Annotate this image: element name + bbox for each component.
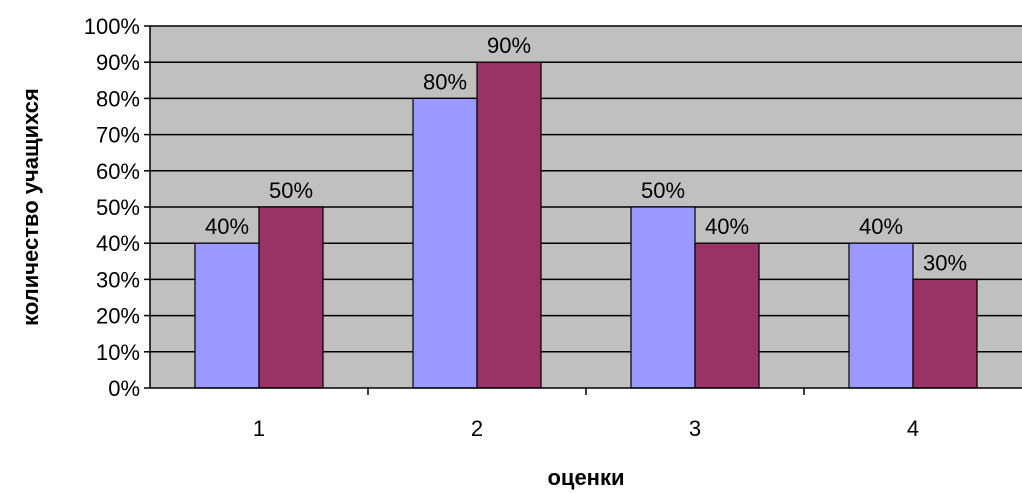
x-tick-labels: 1 2 3 4 bbox=[253, 416, 919, 441]
data-label: 30% bbox=[923, 250, 967, 275]
y-tick-label: 40% bbox=[96, 231, 140, 256]
bar bbox=[694, 242, 760, 389]
y-tick-label: 70% bbox=[96, 123, 140, 148]
x-tick-label: 4 bbox=[907, 416, 919, 441]
data-label: 40% bbox=[205, 214, 249, 239]
data-label: 40% bbox=[705, 214, 749, 239]
data-label: 50% bbox=[641, 178, 685, 203]
bar bbox=[476, 61, 542, 389]
y-tick-label: 30% bbox=[96, 267, 140, 292]
y-tick-label: 0% bbox=[108, 376, 140, 401]
bars bbox=[194, 61, 978, 389]
data-label: 90% bbox=[487, 33, 531, 58]
bar bbox=[412, 97, 478, 389]
data-label: 50% bbox=[269, 178, 313, 203]
bar bbox=[194, 242, 260, 389]
axes bbox=[144, 25, 1022, 395]
y-axis-title: количество учащихся bbox=[18, 88, 43, 326]
y-tick-label: 90% bbox=[96, 50, 140, 75]
bar bbox=[912, 278, 978, 389]
y-tick-label: 10% bbox=[96, 340, 140, 365]
x-axis-title: оценки bbox=[547, 465, 624, 490]
y-tick-label: 20% bbox=[96, 304, 140, 329]
y-tick-label: 100% bbox=[84, 14, 140, 39]
data-labels: 40% 50% 80% 90% 50% 40% 40% 30% bbox=[205, 33, 967, 275]
x-tick-label: 2 bbox=[471, 416, 483, 441]
y-tick-labels: 0% 10% 20% 30% 40% 50% 60% 70% 80% 90% 100% bbox=[84, 14, 140, 401]
data-label: 80% bbox=[423, 69, 467, 94]
y-tick-label: 60% bbox=[96, 159, 140, 184]
y-tick-label: 80% bbox=[96, 86, 140, 111]
x-tick-label: 1 bbox=[253, 416, 265, 441]
data-label: 40% bbox=[859, 214, 903, 239]
bar bbox=[848, 242, 914, 389]
bar bbox=[258, 206, 324, 389]
x-tick-label: 3 bbox=[689, 416, 701, 441]
bar bbox=[630, 206, 696, 389]
y-tick-label: 50% bbox=[96, 195, 140, 220]
